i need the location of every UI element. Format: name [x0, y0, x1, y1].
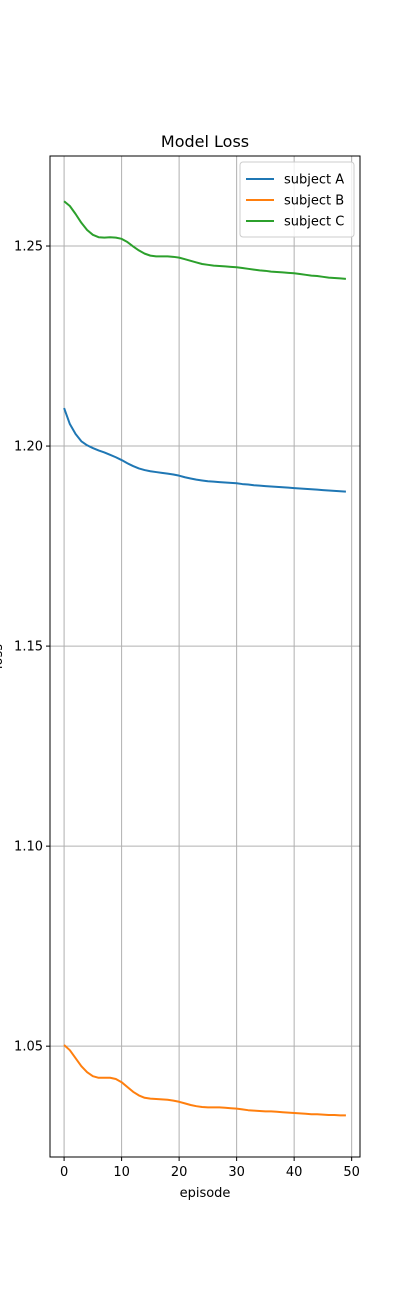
y-tick-label: 1.15	[14, 640, 43, 655]
y-tick-label: 1.25	[14, 240, 43, 255]
y-tick-label: 1.20	[14, 440, 43, 455]
legend: subject A subject B subject C	[239, 161, 355, 238]
series-line-subject-b	[63, 1044, 346, 1117]
y-axis-label: loss	[0, 644, 6, 669]
series-line-subject-a	[63, 407, 346, 493]
chart-title: Model Loss	[161, 132, 249, 151]
axis-ticks: 0 10 20 30 40 50 1.05 1.10 1.15 1.20 1.25	[14, 240, 360, 1180]
legend-label: subject C	[284, 215, 344, 230]
x-tick-label: 50	[343, 1165, 360, 1180]
x-tick-label: 10	[113, 1165, 130, 1180]
legend-label: subject B	[284, 194, 344, 209]
x-tick-label: 30	[228, 1165, 245, 1180]
x-tick-label: 40	[286, 1165, 303, 1180]
x-tick-label: 0	[60, 1165, 68, 1180]
legend-label: subject A	[284, 173, 344, 188]
y-tick-label: 1.10	[14, 840, 43, 855]
x-tick-label: 20	[171, 1165, 188, 1180]
legend-box	[239, 161, 355, 238]
series-line-subject-c	[63, 200, 346, 280]
plot-frame	[49, 155, 361, 1158]
series-lines	[63, 200, 346, 1117]
grid-lines	[50, 156, 360, 1157]
y-tick-label: 1.05	[14, 1040, 43, 1055]
x-axis-label: episode	[180, 1186, 231, 1201]
